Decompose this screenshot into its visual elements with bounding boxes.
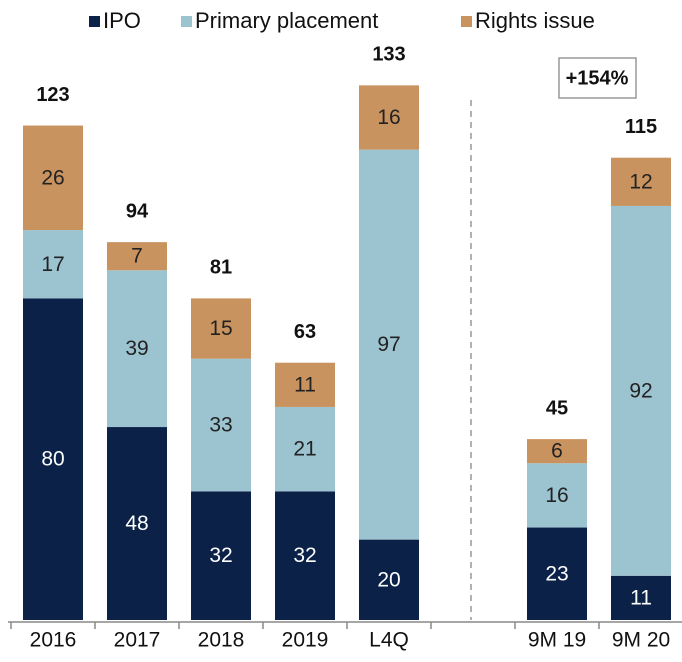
x-tick-label: 2017	[114, 629, 161, 652]
bar-segment	[611, 205, 671, 576]
value-label: 32	[293, 544, 316, 567]
annotation-box	[558, 57, 637, 99]
value-label: 23	[545, 562, 568, 585]
value-label: 32	[209, 544, 232, 567]
legend-label: Rights issue	[475, 8, 595, 33]
bar-segment	[191, 358, 251, 492]
total-label: 115	[625, 116, 657, 138]
bar-segment	[275, 406, 335, 492]
value-label: 21	[293, 438, 316, 461]
value-label: 16	[377, 106, 400, 129]
legend-swatch	[461, 16, 472, 27]
bar-segment	[23, 230, 83, 299]
total-label: 63	[294, 321, 316, 343]
total-label: 123	[36, 84, 69, 106]
legend-label: IPO	[103, 8, 141, 33]
value-label: 6	[551, 440, 563, 463]
bar-segment	[359, 85, 419, 150]
value-label: 11	[630, 586, 652, 609]
bar-segment	[611, 575, 671, 620]
value-label: 17	[41, 253, 64, 276]
value-label: 15	[209, 317, 232, 340]
legend-swatch	[181, 16, 192, 27]
total-label: 94	[126, 200, 149, 222]
bar-segment	[23, 125, 83, 231]
value-label: 12	[629, 170, 652, 193]
total-label: 81	[210, 257, 232, 279]
legend-swatch	[89, 16, 100, 27]
annotation: +154%	[566, 67, 629, 89]
x-tick-label: 2019	[282, 629, 329, 652]
bar-segment	[359, 149, 419, 540]
total-label: 133	[372, 44, 405, 66]
bar-segment	[527, 527, 587, 620]
bar-segment	[107, 427, 167, 620]
total-label: 45	[546, 397, 568, 419]
value-label: 92	[629, 379, 652, 402]
x-tick-label: 2016	[30, 629, 77, 652]
value-label: 48	[125, 512, 148, 535]
bar-segment	[275, 362, 335, 407]
bar-segment	[23, 298, 83, 620]
bar-segment	[359, 539, 419, 620]
value-label: 39	[125, 337, 148, 360]
value-label: 33	[209, 414, 232, 437]
x-tick-label: 9M 20	[612, 629, 670, 652]
value-label: 7	[131, 245, 143, 268]
value-label: 20	[377, 568, 400, 591]
x-tick-label: 2018	[198, 629, 245, 652]
value-label: 11	[294, 373, 316, 396]
value-label: 16	[545, 484, 568, 507]
bar-segment	[611, 157, 671, 206]
bar-segment	[191, 298, 251, 359]
bar-segment	[107, 270, 167, 428]
bar-segment	[107, 242, 167, 271]
x-tick-label: L4Q	[369, 629, 409, 652]
x-tick-label: 9M 19	[528, 629, 586, 652]
bar-segment	[191, 491, 251, 620]
value-label: 97	[377, 333, 400, 356]
bar-segment	[275, 491, 335, 620]
legend-label: Primary placement	[195, 8, 378, 33]
bar-segment	[527, 463, 587, 528]
bar-segment	[527, 439, 587, 464]
value-label: 80	[41, 448, 64, 471]
value-label: 26	[41, 166, 64, 189]
